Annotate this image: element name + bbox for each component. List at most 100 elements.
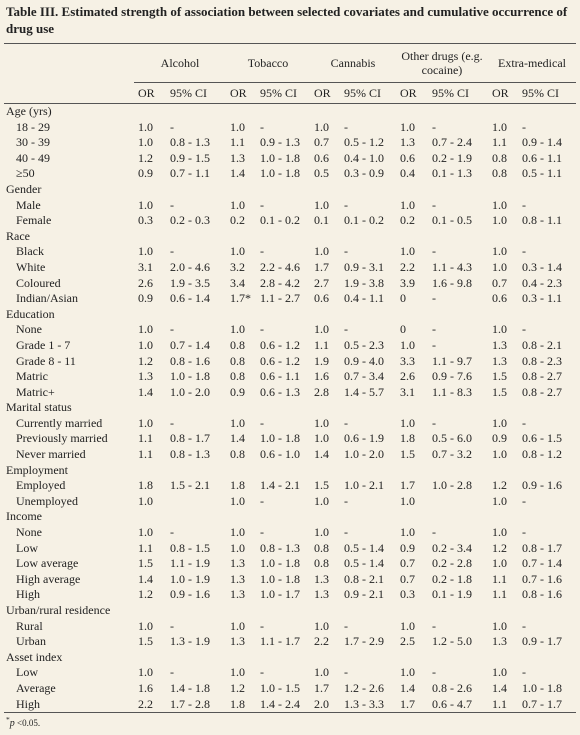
confidence-interval: - — [260, 197, 264, 212]
row-label: Never married — [16, 447, 86, 462]
odds-ratio: 0.1 — [314, 213, 329, 228]
odds-ratio: 1.0 — [492, 213, 507, 228]
confidence-interval: 0.5 - 1.1 — [522, 166, 562, 181]
confidence-interval: 1.4 - 2.4 — [254, 696, 310, 714]
confidence-interval: 1.7 - 2.9 — [344, 634, 384, 649]
row-label: Currently married — [16, 415, 103, 430]
footnote-text: <0.05. — [17, 718, 41, 728]
confidence-interval: 0.7 - 3.2 — [432, 447, 472, 462]
odds-ratio: 2.2 — [400, 259, 415, 274]
odds-ratio: 1.3 — [400, 135, 415, 150]
confidence-interval: 0.1 - 1.9 — [432, 587, 472, 602]
confidence-interval: - — [432, 197, 436, 212]
odds-ratio: 1.8 — [400, 431, 415, 446]
confidence-interval: 0.8 - 2.6 — [432, 680, 472, 695]
confidence-interval: 1.0 - 2.0 — [344, 447, 384, 462]
confidence-interval: 1.0 - 2.1 — [344, 478, 384, 493]
odds-ratio: 0.3 — [400, 587, 415, 602]
row-label: Previously married — [16, 431, 108, 446]
row-label: None — [16, 525, 42, 540]
odds-ratio: 2.8 — [314, 384, 329, 399]
odds-ratio: 1.0 — [400, 618, 415, 633]
header-row: Alcohol Tobacco Cannabis Other drugs (e.g. … — [4, 44, 576, 83]
confidence-interval: - — [522, 525, 526, 540]
confidence-interval: 1.3 - 1.9 — [170, 634, 210, 649]
odds-ratio: 0.8 — [314, 556, 329, 571]
odds-ratio: 0.8 — [230, 337, 245, 352]
confidence-interval: - — [522, 618, 526, 633]
confidence-interval: 1.4 - 2.1 — [260, 478, 300, 493]
confidence-interval: 0.1 - 0.5 — [432, 213, 472, 228]
data-row: Matric 1.3 1.0 - 1.8 0.8 0.6 - 1.1 1.6 0.7 - 3… — [4, 369, 576, 385]
footnote-marker: * — [6, 715, 10, 724]
confidence-interval: - — [170, 618, 174, 633]
section-row: Marital status — [4, 400, 576, 416]
confidence-interval: 2.2 - 4.6 — [260, 259, 300, 274]
odds-ratio: 1.0 — [230, 665, 245, 680]
confidence-interval: - — [522, 493, 526, 508]
confidence-interval: - — [432, 322, 436, 337]
confidence-interval: 0.6 - 1.1 — [260, 369, 300, 384]
confidence-interval: 0.8 - 1.5 — [170, 540, 210, 555]
odds-ratio: 1.0 — [400, 415, 415, 430]
row-label: High — [16, 587, 40, 602]
odds-ratio: 1.0 — [230, 197, 245, 212]
confidence-interval: 1.9 - 3.8 — [344, 275, 384, 290]
header-cell — [4, 82, 134, 104]
confidence-interval: 0.9 - 3.1 — [344, 259, 384, 274]
confidence-interval: - — [260, 244, 264, 259]
odds-ratio: 0.5 — [314, 166, 329, 181]
row-label: Urban — [16, 634, 46, 649]
odds-ratio: 1.0 — [138, 618, 153, 633]
subheader-cell: OR — [396, 82, 426, 104]
odds-ratio: 1.2 — [230, 680, 245, 695]
confidence-interval: 1.0 - 1.8 — [260, 150, 300, 165]
confidence-interval: - — [260, 322, 264, 337]
data-row: High 2.2 1.7 - 2.8 1.8 1.4 - 2.4 2.0 1.3 - 3.3… — [4, 696, 576, 714]
confidence-interval: - — [432, 618, 436, 633]
confidence-interval: - — [522, 322, 526, 337]
odds-ratio: 1.0 — [230, 618, 245, 633]
confidence-interval: 0.6 - 1.3 — [260, 384, 300, 399]
odds-ratio: 1.1 — [492, 571, 507, 586]
row-label: Low average — [16, 556, 79, 571]
confidence-interval: 0.7 - 1.6 — [522, 571, 562, 586]
row-label: Average — [16, 680, 56, 695]
confidence-interval: 0.6 - 1.0 — [260, 447, 300, 462]
subheader-cell: OR — [488, 82, 516, 104]
odds-ratio: 1.0 — [230, 119, 245, 134]
confidence-interval: 0.4 - 2.3 — [522, 275, 562, 290]
odds-ratio: 1.7 — [314, 680, 329, 695]
row-label: Grade 1 - 7 — [16, 337, 71, 352]
odds-ratio: 1.4 — [230, 166, 245, 181]
confidence-interval: 1.3 - 3.3 — [338, 696, 396, 714]
odds-ratio: 0.8 — [492, 166, 507, 181]
odds-ratio: 1.0 — [314, 197, 329, 212]
group-label: Tobacco — [247, 55, 289, 70]
confidence-interval: - — [522, 119, 526, 134]
data-row: Previously married 1.1 0.8 - 1.7 1.4 1.0 - 1… — [4, 431, 576, 447]
data-row: Indian/Asian 0.9 0.6 - 1.4 1.7* 1.1 - 2.7 0.6… — [4, 291, 576, 307]
confidence-interval: 0.6 - 1.2 — [260, 337, 300, 352]
row-label: High — [4, 696, 134, 714]
section-title: Marital status — [6, 400, 72, 415]
group-label: Extra-medical — [498, 55, 566, 70]
odds-ratio: 1.3 — [230, 634, 245, 649]
odds-ratio: 1.0 — [492, 447, 507, 462]
odds-ratio: 2.2 — [134, 696, 164, 714]
odds-ratio: 1.0 — [138, 337, 153, 352]
odds-ratio: 1.0 — [492, 415, 507, 430]
odds-ratio: 1.3 — [314, 571, 329, 586]
subheader-cell: 95% CI — [164, 82, 226, 104]
odds-ratio: 2.7 — [314, 275, 329, 290]
odds-ratio: 0.9 — [492, 431, 507, 446]
section-title: Urban/rural residence — [6, 603, 111, 617]
confidence-interval: 0.8 - 1.2 — [522, 447, 562, 462]
confidence-interval: 0.1 - 0.2 — [344, 213, 384, 228]
odds-ratio: 1.0 — [314, 525, 329, 540]
odds-ratio: 0.7 — [314, 135, 329, 150]
data-row: None 1.0-1.0-1.0-0-1.0- — [4, 322, 576, 338]
confidence-interval: 1.0 - 1.8 — [260, 431, 300, 446]
confidence-interval: 0.8 - 1.6 — [170, 353, 210, 368]
odds-ratio: 1.8 — [138, 478, 153, 493]
